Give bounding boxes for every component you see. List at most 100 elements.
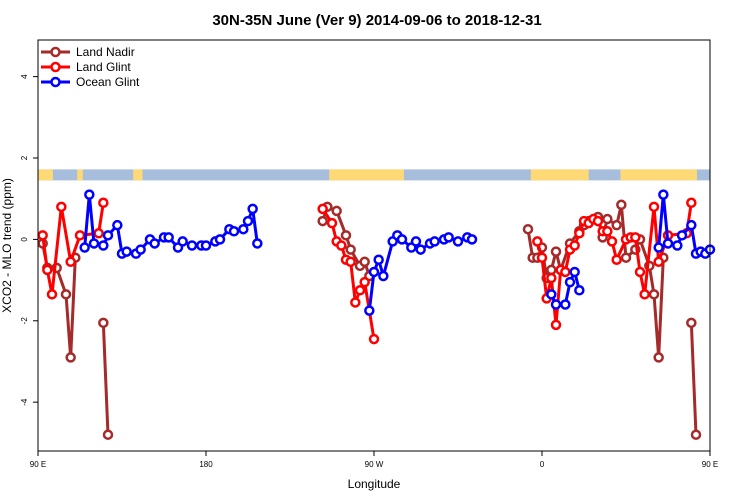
legend-label: Land Nadir xyxy=(76,45,135,59)
data-point-land-glint xyxy=(368,333,380,345)
data-point-ocean-glint xyxy=(214,234,226,245)
y-tick-label: 4 xyxy=(20,74,29,79)
data-point-ocean-glint xyxy=(238,223,249,235)
data-point-ocean-glint xyxy=(569,266,580,278)
data-point-ocean-glint xyxy=(79,242,90,253)
data-point-land-nadir xyxy=(648,289,660,300)
y-tick-label: 2 xyxy=(20,155,29,160)
land-band-segment xyxy=(530,169,589,181)
data-point-land-glint xyxy=(326,217,338,229)
x-tick-label: 0 xyxy=(540,460,545,469)
data-point-land-nadir xyxy=(611,219,622,231)
y-tick-label: -2 xyxy=(20,317,29,325)
series-line-ocean-glint xyxy=(83,193,259,256)
data-point-land-nadir xyxy=(359,256,370,268)
data-point-land-glint xyxy=(546,272,557,284)
data-point-land-glint xyxy=(336,240,347,251)
data-point-land-nadir xyxy=(686,317,697,329)
series-layer xyxy=(37,189,716,440)
land-band-segment xyxy=(133,169,143,181)
data-point-ocean-glint xyxy=(546,289,557,300)
data-point-land-glint xyxy=(46,289,58,300)
legend-marker xyxy=(50,76,61,88)
data-point-land-nadir xyxy=(317,215,328,227)
x-tick-label: 180 xyxy=(199,460,213,469)
data-point-ocean-glint xyxy=(560,299,571,310)
series-line-land-nadir xyxy=(101,322,110,435)
data-point-ocean-glint xyxy=(662,238,674,249)
data-point-ocean-glint xyxy=(368,266,380,278)
data-point-land-glint xyxy=(532,236,543,247)
data-point-land-glint xyxy=(630,232,641,243)
data-point-land-glint xyxy=(37,230,48,241)
data-point-ocean-glint xyxy=(186,240,198,251)
land-band-segment xyxy=(77,169,83,181)
data-point-ocean-glint xyxy=(112,219,123,231)
chart-title: 30N-35N June (Ver 9) 2014-09-06 to 2018-… xyxy=(212,12,541,29)
series-line-land-glint xyxy=(535,202,693,327)
legend-marker xyxy=(50,61,61,73)
data-point-ocean-glint xyxy=(443,232,454,243)
data-point-land-glint xyxy=(350,297,361,308)
data-point-land-nadir xyxy=(98,317,109,329)
legend-label: Ocean Glint xyxy=(76,75,140,89)
data-point-land-glint xyxy=(592,215,604,227)
data-point-ocean-glint xyxy=(242,215,254,227)
data-point-ocean-glint xyxy=(429,236,440,247)
data-point-land-nadir xyxy=(602,213,613,225)
data-point-ocean-glint xyxy=(135,244,146,255)
land-band-segment xyxy=(38,169,53,181)
data-point-ocean-glint xyxy=(378,270,389,282)
data-point-ocean-glint xyxy=(564,276,576,288)
legend-item-land-nadir: Land Nadir xyxy=(41,45,135,59)
data-point-land-glint xyxy=(634,266,646,278)
data-point-ocean-glint xyxy=(88,238,100,249)
data-point-land-glint xyxy=(93,228,104,239)
data-point-land-glint xyxy=(686,197,697,209)
data-point-ocean-glint xyxy=(466,234,478,245)
legend-marker xyxy=(50,46,61,58)
data-point-land-nadir xyxy=(620,252,632,263)
data-point-land-nadir xyxy=(60,289,72,300)
data-point-land-glint xyxy=(574,228,585,239)
data-point-land-nadir xyxy=(65,352,76,363)
data-point-ocean-glint xyxy=(121,246,132,257)
data-point-land-glint xyxy=(42,264,53,276)
x-tick-label: 90 E xyxy=(702,460,718,469)
data-point-land-nadir xyxy=(550,246,562,257)
legend-item-ocean-glint: Ocean Glint xyxy=(41,75,140,89)
data-point-land-nadir xyxy=(331,205,342,217)
data-point-ocean-glint xyxy=(658,189,669,200)
legend-item-land-glint: Land Glint xyxy=(41,60,131,74)
data-point-ocean-glint xyxy=(686,219,697,231)
data-point-land-nadir xyxy=(340,230,352,241)
x-axis-label: Longitude xyxy=(348,477,401,491)
data-point-land-nadir xyxy=(522,223,534,235)
data-point-land-glint xyxy=(606,236,618,247)
data-point-land-glint xyxy=(550,319,562,331)
data-point-ocean-glint xyxy=(410,236,422,247)
data-point-ocean-glint xyxy=(415,244,426,255)
data-point-land-nadir xyxy=(102,429,114,440)
data-point-land-glint xyxy=(602,226,613,237)
data-point-ocean-glint xyxy=(574,285,585,296)
data-point-ocean-glint xyxy=(163,232,174,243)
data-point-ocean-glint xyxy=(373,254,384,265)
data-point-land-glint xyxy=(345,256,356,268)
data-point-land-glint xyxy=(317,203,328,215)
data-point-ocean-glint xyxy=(672,240,683,251)
x-tick-label: 90 W xyxy=(365,460,384,469)
data-point-ocean-glint xyxy=(149,238,160,249)
surface-type-band xyxy=(38,169,710,181)
data-point-ocean-glint xyxy=(252,238,263,249)
data-point-land-glint xyxy=(359,276,370,288)
series-land-glint xyxy=(37,197,697,345)
data-point-ocean-glint xyxy=(177,236,188,247)
data-point-land-nadir xyxy=(546,264,557,276)
data-point-land-glint xyxy=(65,256,76,268)
y-axis-label: XCO2 - MLO trend (ppm) xyxy=(0,178,14,313)
data-point-land-glint xyxy=(639,289,650,300)
data-point-ocean-glint xyxy=(452,236,464,247)
